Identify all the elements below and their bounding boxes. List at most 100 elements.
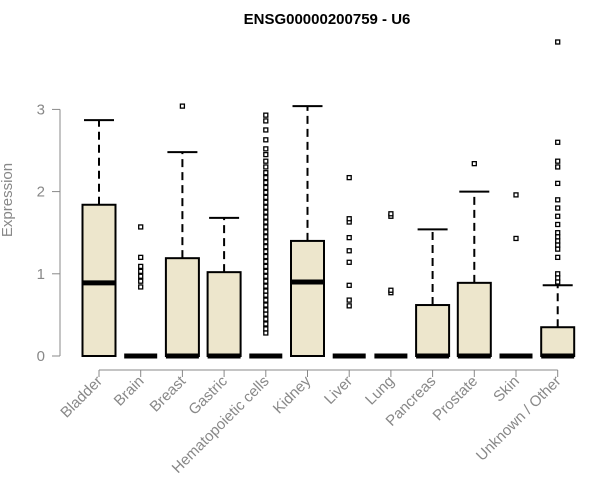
outlier-point bbox=[555, 271, 561, 277]
outlier-point bbox=[263, 307, 269, 313]
plot-area bbox=[81, 39, 576, 359]
outlier-point bbox=[263, 248, 269, 255]
outlier-point bbox=[555, 230, 561, 236]
outlier-point bbox=[555, 238, 561, 244]
y-tick-label: 3 bbox=[37, 101, 45, 118]
outlier-point bbox=[263, 321, 269, 327]
outlier-point bbox=[138, 273, 144, 279]
outlier-point bbox=[555, 164, 561, 170]
outlier-point bbox=[263, 158, 269, 164]
outlier-point bbox=[263, 164, 269, 170]
outlier-point bbox=[263, 194, 269, 201]
outlier-point bbox=[138, 284, 144, 290]
outlier-point bbox=[138, 224, 144, 230]
outlier-point bbox=[138, 263, 144, 270]
outlier-point bbox=[263, 316, 269, 322]
outlier-point bbox=[555, 279, 561, 285]
outlier-point bbox=[263, 118, 269, 124]
box bbox=[456, 281, 492, 358]
outlier-point bbox=[555, 197, 561, 203]
outlier-point bbox=[138, 268, 144, 274]
outlier-point bbox=[555, 275, 561, 281]
chart-title: ENSG00000200759 - U6 bbox=[244, 11, 411, 28]
outlier-point bbox=[263, 268, 269, 274]
y-axis: 0 1 2 3 bbox=[37, 101, 61, 365]
box-group bbox=[499, 192, 533, 359]
outlier-point bbox=[263, 127, 269, 133]
outlier-point bbox=[263, 234, 269, 240]
y-axis-label: Expression bbox=[0, 163, 16, 237]
x-tick-label: Brain bbox=[111, 373, 148, 410]
outlier-point bbox=[263, 146, 269, 152]
outlier-point bbox=[555, 234, 561, 240]
outlier-point bbox=[388, 287, 394, 293]
outlier-point bbox=[471, 161, 477, 167]
y-tick-label: 2 bbox=[37, 184, 45, 201]
outlier-point bbox=[263, 224, 269, 230]
x-tick-label: Kidney bbox=[270, 372, 315, 417]
outlier-point bbox=[513, 235, 519, 242]
outlier-point bbox=[263, 174, 269, 181]
outlier-point bbox=[346, 297, 352, 303]
x-tick-label: Bladder bbox=[57, 373, 106, 422]
outlier-point bbox=[555, 246, 561, 252]
x-tick-label: Prostate bbox=[430, 373, 482, 425]
box bbox=[290, 239, 325, 357]
outlier-point bbox=[263, 263, 269, 270]
outlier-point bbox=[263, 330, 269, 336]
x-tick-label: Breast bbox=[147, 372, 190, 415]
outlier-point bbox=[555, 213, 561, 219]
outlier-point bbox=[263, 137, 269, 143]
box-group bbox=[332, 174, 366, 359]
box-group bbox=[374, 211, 408, 359]
outlier-point bbox=[263, 239, 269, 245]
box bbox=[206, 271, 242, 358]
outlier-point bbox=[346, 303, 352, 309]
box bbox=[415, 304, 451, 358]
box-group bbox=[164, 103, 200, 359]
outlier-point bbox=[346, 248, 352, 254]
outlier-point bbox=[555, 39, 561, 45]
outlier-point bbox=[263, 288, 269, 294]
box-group bbox=[456, 161, 492, 359]
x-tick-label: Skin bbox=[490, 373, 523, 406]
outlier-point bbox=[555, 158, 561, 164]
x-tick-label: Lung bbox=[362, 373, 398, 409]
outlier-point bbox=[263, 229, 269, 235]
box-group bbox=[540, 39, 576, 359]
outlier-point bbox=[263, 219, 269, 225]
outlier-point bbox=[555, 221, 561, 228]
y-tick-label: 0 bbox=[37, 348, 45, 365]
outlier-point bbox=[263, 209, 269, 215]
outlier-point bbox=[555, 139, 561, 145]
outlier-point bbox=[263, 253, 269, 260]
outlier-point bbox=[346, 259, 352, 265]
outlier-point bbox=[263, 151, 269, 158]
outlier-point bbox=[263, 204, 269, 210]
outlier-point bbox=[263, 189, 269, 196]
outlier-point bbox=[138, 254, 144, 261]
outlier-point bbox=[263, 244, 269, 250]
outlier-point bbox=[346, 174, 352, 181]
outlier-point bbox=[263, 326, 269, 332]
outlier-point bbox=[555, 254, 561, 261]
outlier-point bbox=[263, 184, 269, 191]
outlier-point bbox=[263, 179, 269, 186]
outlier-point bbox=[263, 311, 269, 317]
box-group bbox=[249, 112, 283, 359]
outlier-point bbox=[388, 211, 394, 217]
outlier-point bbox=[263, 199, 269, 205]
outlier-point bbox=[263, 302, 269, 308]
outlier-point bbox=[263, 170, 269, 176]
box-group bbox=[415, 228, 451, 359]
outlier-point bbox=[346, 216, 352, 222]
y-tick-label: 1 bbox=[37, 266, 45, 283]
outlier-point bbox=[138, 278, 144, 284]
outlier-point bbox=[263, 273, 269, 279]
outlier-point bbox=[346, 234, 352, 241]
box-group bbox=[290, 105, 325, 357]
outlier-point bbox=[263, 292, 269, 298]
outlier-point bbox=[555, 242, 561, 248]
